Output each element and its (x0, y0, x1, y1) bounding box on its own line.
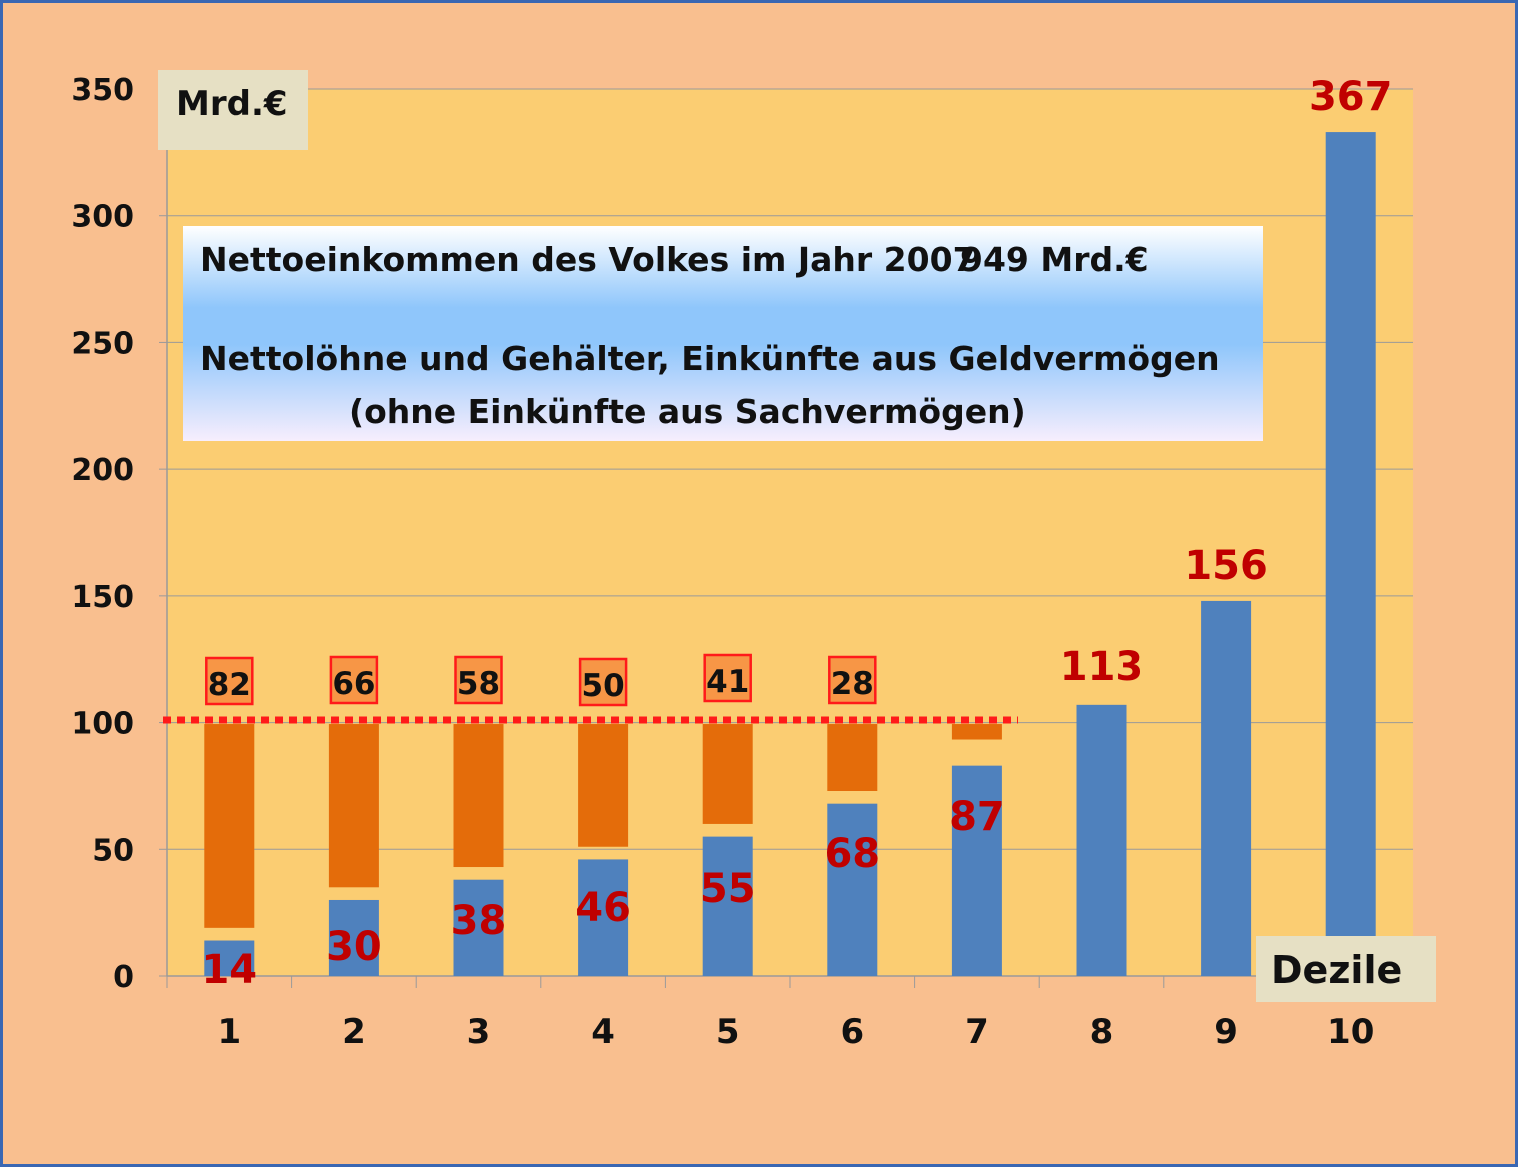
income-bar (204, 940, 255, 976)
y-tick-label: 0 (113, 960, 134, 995)
y-tick-label: 300 (71, 200, 134, 235)
income-bar (1201, 600, 1252, 976)
income-value-label: 367 (1309, 74, 1393, 120)
x-tick-label: 10 (1327, 1012, 1374, 1052)
income-value-label: 14 (201, 947, 257, 993)
income-value-label: 46 (575, 885, 631, 931)
income-value-label: 156 (1184, 543, 1268, 589)
gap-value-box (703, 653, 752, 703)
income-bar (1325, 132, 1376, 976)
income-value-label: 87 (949, 794, 1005, 840)
gap-value-label: 66 (332, 666, 375, 702)
x-tick-label: 1 (217, 1012, 241, 1052)
income-bar (702, 836, 753, 976)
gap-value-label: 50 (582, 668, 625, 704)
gap-value-label: 82 (208, 667, 251, 703)
y-tick-label: 100 (71, 707, 134, 742)
gap-bar (328, 724, 379, 888)
x-axis-title: Dezile (1271, 948, 1403, 992)
income-bar (578, 859, 629, 976)
gap-value-box (329, 655, 379, 705)
income-bar (453, 879, 504, 976)
income-bar (951, 765, 1002, 976)
unit-label: Mrd.€ (176, 84, 288, 124)
gap-bar (453, 724, 504, 868)
x-tick-label: 8 (1090, 1012, 1114, 1052)
y-tick-label: 200 (71, 453, 134, 488)
gap-bar (702, 724, 753, 824)
gap-value-box (205, 656, 254, 706)
y-tick-label: 150 (71, 580, 134, 615)
income-value-label: 68 (824, 831, 880, 877)
x-tick-label: 6 (840, 1012, 864, 1052)
income-value-label: 38 (451, 898, 507, 944)
info-box: Nettoeinkommen des Volkes im Jahr 2007 9… (183, 226, 1263, 441)
gap-value-label: 28 (831, 666, 874, 702)
y-tick-label: 50 (92, 833, 134, 868)
x-tick-label: 3 (467, 1012, 491, 1052)
x-axis-title-box: Dezile (1256, 936, 1436, 1002)
gap-value-box (578, 657, 628, 707)
income-bar (1076, 704, 1127, 976)
info-total: 949 Mrd.€ (960, 240, 1149, 279)
x-tick-label: 5 (716, 1012, 740, 1052)
gap-value-box (828, 655, 877, 705)
income-bar (328, 899, 379, 976)
gap-bar (827, 724, 878, 791)
gap-bar (951, 724, 1002, 740)
gap-bar (578, 724, 629, 847)
gap-value-label: 58 (457, 666, 500, 702)
income-value-label: 55 (700, 866, 756, 912)
income-bar (827, 803, 878, 976)
y-tick-label: 250 (71, 326, 134, 361)
income-value-label: 113 (1060, 644, 1144, 690)
unit-label-box: Mrd.€ (158, 70, 308, 150)
info-title: Nettoeinkommen des Volkes im Jahr 2007 (200, 240, 976, 279)
gap-value-box (454, 655, 503, 705)
y-tick-label: 350 (71, 73, 134, 108)
gap-bar (204, 724, 255, 928)
info-description: Nettolöhne und Gehälter, Einkünfte aus G… (200, 339, 1220, 378)
x-tick-label: 7 (965, 1012, 989, 1052)
x-tick-label: 4 (591, 1012, 615, 1052)
x-tick-label: 9 (1214, 1012, 1238, 1052)
info-note: (ohne Einkünfte aus Sachvermögen) (349, 392, 1026, 431)
gap-value-label: 41 (706, 664, 749, 700)
x-tick-label: 2 (342, 1012, 366, 1052)
income-value-label: 30 (326, 924, 382, 970)
